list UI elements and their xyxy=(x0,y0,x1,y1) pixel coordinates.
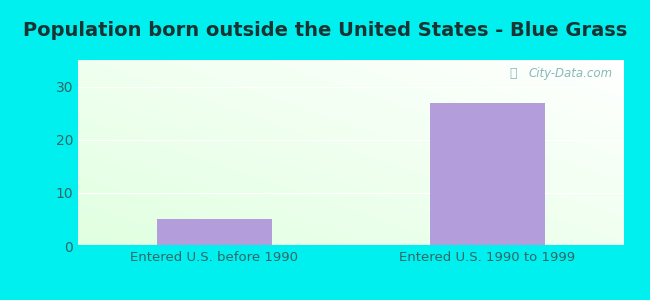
Text: ⦾: ⦾ xyxy=(510,68,517,80)
Bar xyxy=(430,103,545,246)
Text: Population born outside the United States - Blue Grass: Population born outside the United State… xyxy=(23,21,627,40)
Bar xyxy=(157,219,272,246)
Text: City-Data.com: City-Data.com xyxy=(529,68,613,80)
